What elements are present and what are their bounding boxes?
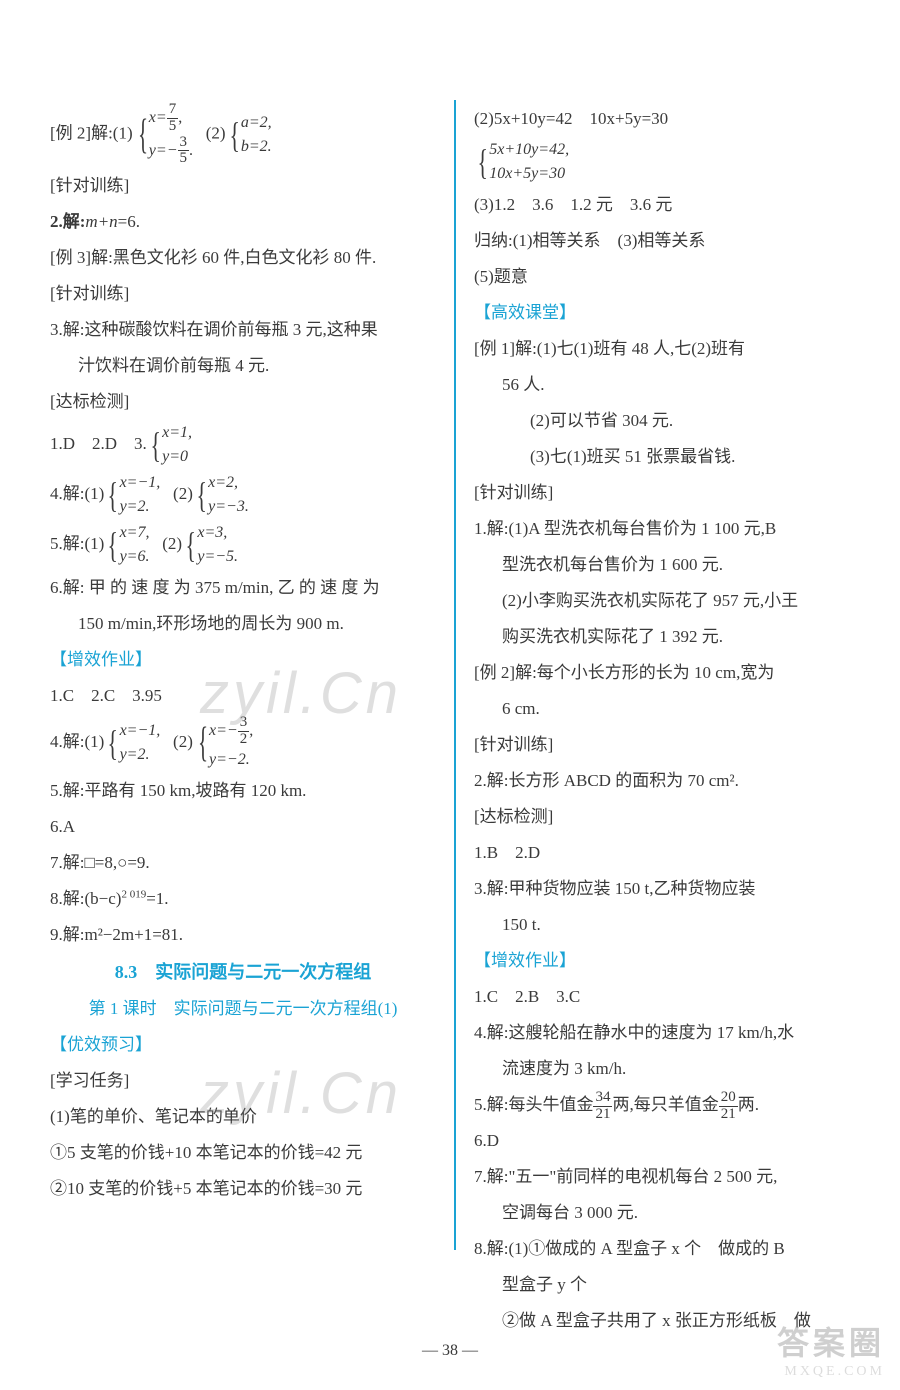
check-label: [达标检测] [50,385,436,419]
p2: 2.解:长方形 ABCD 的面积为 70 cm². [474,764,860,798]
z7-l1: 7.解:"五一"前同样的电视机每台 2 500 元, [474,1160,860,1194]
left-column: [例 2]解:(1) { x=75, y=−35. (2) { a=2, b=2… [50,100,454,1250]
hw-b8: 8.解:(b−c)2 019=1. [50,882,436,916]
example-3: [例 3]解:黑色文化衫 60 件,白色文化衫 80 件. [50,241,436,275]
check-a5: 5.解:(1) { x=7, y=6. (2) { x=3, y=−5. [50,521,436,569]
check-a4: 4.解:(1) { x=−1, y=2. (2) { x=2, y=−3. [50,471,436,519]
page-number: — 38 — [0,1342,900,1360]
z4-l1: 4.解:这艘轮船在静水中的速度为 17 km/h,水 [474,1016,860,1050]
hw-b4: 4.解:(1) { x=−1, y=2. (2) { x=−32, y=−2. [50,715,436,772]
check-a1: 1.D 2.D 3. { x=1, y=0 [50,421,436,469]
task-3: ②10 支笔的价钱+5 本笔记本的价钱=30 元 [50,1172,436,1206]
hw-b6: 6.A [50,810,436,844]
z8-l1: 8.解:(1)①做成的 A 型盒子 x 个 做成的 B [474,1232,860,1266]
hw-b5: 5.解:平路有 150 km,坡路有 120 km. [50,774,436,808]
section-zxzy: 【增效作业】 [50,643,436,677]
check-a6-l1: 6.解: 甲 的 速 度 为 375 m/min, 乙 的 速 度 为 [50,571,436,605]
example-2: [例 2]解:(1) { x=75, y=−35. (2) { a=2, b=2… [50,102,436,167]
z8-l3: ②做 A 型盒子共用了 x 张正方形纸板 做 [474,1304,860,1338]
task-1: (1)笔的单价、笔记本的单价 [50,1100,436,1134]
check-label: [达标检测] [474,800,860,834]
r1: (2)5x+10y=42 10x+5y=30 [474,102,860,136]
subheading-8-3-1: 第 1 课时 实际问题与二元一次方程组(1) [50,992,436,1026]
r4: 归纳:(1)相等关系 (3)相等关系 [474,224,860,258]
ex2-l1: [例 2]解:每个小长方形的长为 10 cm,宽为 [474,656,860,690]
answer-3-l2: 汁饮料在调价前每瓶 4 元. [50,349,436,383]
p1-l3: (2)小李购买洗衣机实际花了 957 元,小王 [474,584,860,618]
ex2-label: [例 2]解: [50,123,113,142]
z4-l2: 流速度为 3 km/h. [474,1052,860,1086]
task-label: [学习任务] [50,1064,436,1098]
hw-b9: 9.解:m²−2m+1=81. [50,918,436,952]
ex1-l3: (2)可以节省 304 元. [474,404,860,438]
hw-b7: 7.解:□=8,○=9. [50,846,436,880]
z6: 6.D [474,1124,860,1158]
answer-3-l1: 3.解:这种碳酸饮料在调价前每瓶 3 元,这种果 [50,313,436,347]
ex1-l2: 56 人. [474,368,860,402]
check-a6-l2: 150 m/min,环形场地的周长为 900 m. [50,607,436,641]
p1-l4: 购买洗衣机实际花了 1 392 元. [474,620,860,654]
z8-l2: 型盒子 y 个 [474,1268,860,1302]
ex1-l4: (3)七(1)班买 51 张票最省钱. [474,440,860,474]
hw-b1: 1.C 2.C 3.95 [50,679,436,713]
task-2: ①5 支笔的价钱+10 本笔记本的价钱=42 元 [50,1136,436,1170]
d3-l2: 150 t. [474,908,860,942]
right-column: (2)5x+10y=42 10x+5y=30 { 5x+10y=42, 10x+… [456,100,860,1250]
d1: 1.B 2.D [474,836,860,870]
practice-label: [针对训练] [50,277,436,311]
answer-2: 2.解:m+n=6. [50,205,436,239]
z1: 1.C 2.B 3.C [474,980,860,1014]
ex1-l1: [例 1]解:(1)七(1)班有 48 人,七(2)班有 [474,332,860,366]
practice-label: [针对训练] [50,169,436,203]
page-content: [例 2]解:(1) { x=75, y=−35. (2) { a=2, b=2… [0,0,900,1310]
r5: (5)题意 [474,260,860,294]
r2: { 5x+10y=42, 10x+5y=30 [474,138,860,186]
d3-l1: 3.解:甲种货物应装 150 t,乙种货物应装 [474,872,860,906]
z5: 5.解:每头牛值金3421两,每只羊值金2021两. [474,1088,860,1122]
section-gxkt: 【高效课堂】 [474,296,860,330]
p1-l1: 1.解:(1)A 型洗衣机每台售价为 1 100 元,B [474,512,860,546]
r3: (3)1.2 3.6 1.2 元 3.6 元 [474,188,860,222]
z7-l2: 空调每台 3 000 元. [474,1196,860,1230]
section-yxyx: 【优效预习】 [50,1028,436,1062]
corner-url: MXQE.COM [777,1364,885,1380]
ex2-l2: 6 cm. [474,692,860,726]
section-zxzy: 【增效作业】 [474,944,860,978]
practice-label: [针对训练] [474,728,860,762]
heading-8-3: 8.3 实际问题与二元一次方程组 [50,954,436,990]
practice-label: [针对训练] [474,476,860,510]
p1-l2: 型洗衣机每台售价为 1 600 元. [474,548,860,582]
